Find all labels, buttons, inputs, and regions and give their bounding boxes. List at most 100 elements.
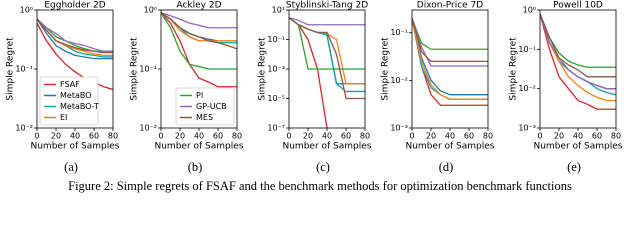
series-line [161,12,237,42]
y-axis-label: Simple Regret [258,37,268,101]
y-axis-label: Simple Regret [381,37,391,101]
x-tick-label: 0 [158,132,163,141]
y-tick-label: 10⁻³ [390,124,408,133]
subplot-label: (b) [188,160,203,174]
y-tick-label: 10⁻² [15,124,33,133]
x-tick-label: 80 [360,132,370,141]
x-tick-label: 20 [51,132,61,141]
x-tick-label: 60 [464,132,474,141]
legend-label: MetaBO-T [60,102,99,111]
y-tick-label: 10⁰ [144,6,157,15]
subplot: Styblinski-Tang 2D Number of Samples Simpl… [258,1,372,174]
x-tick-label: 60 [89,132,99,141]
y-tick-label: 10⁻² [390,76,408,85]
subplot-label: (e) [567,160,581,174]
subplot-title: Powell 10D [553,1,603,11]
plot-frame [36,9,114,129]
x-tick-label: 60 [213,132,223,141]
y-axis-label: Simple Regret [130,37,140,101]
series-line [412,18,488,50]
series-line [289,17,365,26]
y-tick-label: 10⁻¹ [390,28,408,37]
subplot-label: (d) [439,160,454,174]
y-tick-label: 10⁻¹ [267,35,285,44]
lines [289,17,365,128]
x-tick-label: 80 [483,132,493,141]
series-line [37,18,113,60]
series-line [37,18,113,52]
series-line [412,18,488,63]
x-tick-label: 80 [611,132,621,141]
x-tick-label: 80 [232,132,242,141]
series-line [37,18,113,54]
x-tick-label: 20 [426,132,436,141]
legend-box [39,76,99,126]
y-axis-label: Simple Regret [6,37,16,101]
subplot: Ackley 2D Number of Samples Simple Regret (… [130,1,244,174]
x-tick-label: 60 [341,132,351,141]
plot-frame [539,9,617,129]
y-tick-label: 10⁻³ [267,65,285,74]
x-tick-label: 0 [286,132,291,141]
y-tick-label: 10⁻¹ [15,65,33,74]
x-axis-label: Number of Samples [283,142,372,152]
subplot: Powell 10D Number of Samples Simple Regret… [509,1,623,174]
x-tick-label: 40 [445,132,455,141]
x-tick-label: 80 [108,132,118,141]
caption: Figure 2: Simple regrets of FSAF and the… [68,179,572,193]
series-line [412,18,488,106]
x-tick-label: 0 [409,132,414,141]
x-tick-label: 20 [175,132,185,141]
series-line [540,13,616,78]
x-tick-label: 20 [303,132,313,141]
x-axis-label: Number of Samples [155,142,244,152]
series-line [412,18,488,100]
series-line [161,12,237,29]
legend-label: PI [196,91,203,100]
series-line [161,12,237,88]
figure: Figure 2: Simple regrets of FSAF and the… [6,1,623,193]
plot-frame [160,9,238,129]
y-tick-label: 10⁻¹ [518,45,536,54]
subplot: Dixon-Price 7D Number of Samples Simple Re… [381,1,495,174]
y-tick-label: 10¹ [272,6,285,15]
y-tick-label: 10⁻¹ [139,65,157,74]
x-tick-label: 40 [322,132,332,141]
series-line [37,18,113,52]
y-tick-label: 10⁻³ [518,124,536,133]
legend-label: GP-UCB [196,102,227,111]
x-tick-label: 40 [194,132,204,141]
y-axis-label: Simple Regret [509,37,519,101]
series-line [412,18,488,96]
legend-label: MetaBO [60,91,92,100]
series-line [37,18,113,57]
legend-box [175,87,235,126]
subplot-title: Dixon-Price 7D [417,1,483,11]
series-line [412,18,488,67]
plot-frame [288,9,366,129]
x-tick-label: 20 [554,132,564,141]
legend: PI GP-UCB MES [175,87,235,126]
y-tick-label: 10⁰ [20,6,33,15]
subplot-label: (a) [64,160,78,174]
series-line [540,13,616,68]
series-line [540,13,616,110]
series-line [289,17,365,70]
legend-label: MES [196,113,213,122]
subplot-title: Ackley 2D [176,1,221,11]
legend-label: FSAF [60,80,80,89]
x-axis-label: Number of Samples [31,142,120,152]
lines [540,13,616,110]
series-line [161,12,237,70]
x-tick-label: 60 [592,132,602,141]
lines [161,12,237,88]
subplot-title: Styblinski-Tang 2D [286,1,368,11]
lines [37,18,113,91]
y-tick-label: 10⁻² [518,84,536,93]
series-line [161,12,237,50]
y-tick-label: 10⁻⁵ [267,94,285,103]
subplot: Eggholder 2D Number of Samples Simple Regr… [6,1,120,174]
y-tick-label: 10⁻⁷ [267,124,285,133]
subplot-title: Eggholder 2D [44,1,105,11]
plot-frame [411,9,489,129]
